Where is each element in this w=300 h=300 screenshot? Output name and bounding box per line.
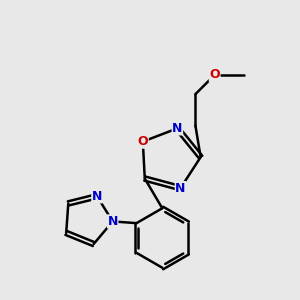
- Text: N: N: [107, 215, 118, 228]
- Text: N: N: [172, 122, 183, 135]
- Text: O: O: [209, 68, 220, 81]
- Text: N: N: [92, 190, 102, 203]
- Text: O: O: [137, 135, 148, 148]
- Text: N: N: [175, 182, 186, 195]
